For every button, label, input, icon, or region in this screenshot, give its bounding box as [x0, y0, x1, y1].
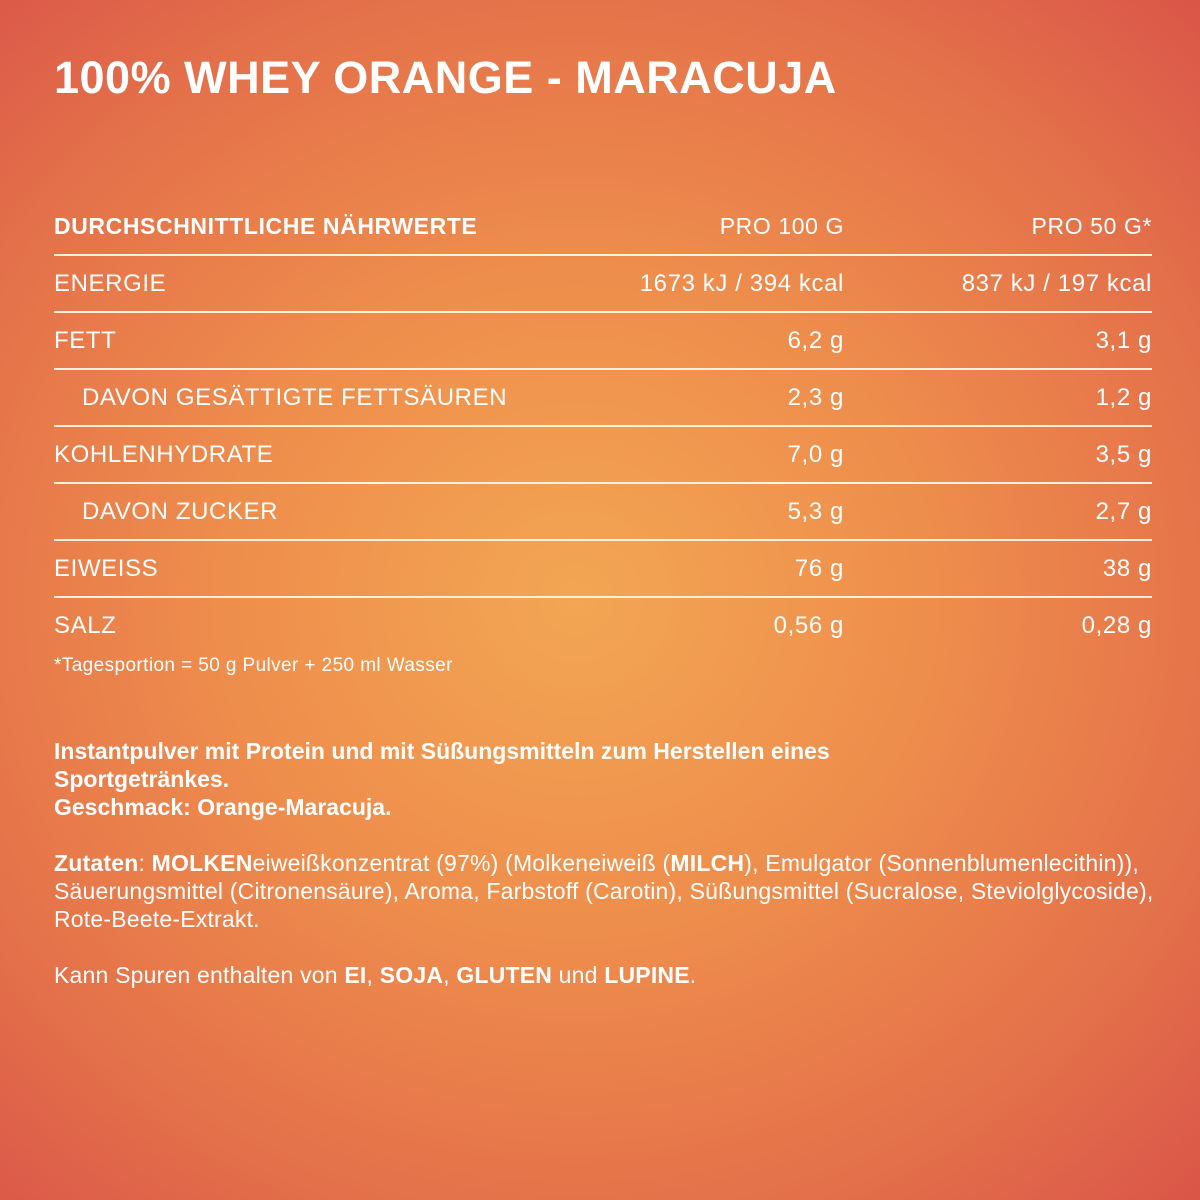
- ingredients-text: ), Emulgator (Sonnenblumenlecithin)), Sä…: [54, 850, 1154, 932]
- table-row-energy: ENERGIE 1673 kJ / 394 kcal 837 kJ / 197 …: [54, 256, 1152, 313]
- allergen-whey: MOLKEN: [151, 850, 253, 876]
- allergen-egg: EI: [344, 962, 367, 988]
- allergen-traces: Kann Spuren enthalten von EI, SOJA, GLUT…: [54, 961, 696, 989]
- allergen-soy: SOJA: [379, 962, 444, 988]
- table-row-fat: FETT 6,2 g 3,1 g: [54, 313, 1152, 370]
- traces-text: Kann Spuren enthalten von: [54, 962, 345, 988]
- value-per-100g: 6,2 g: [787, 326, 844, 354]
- value-per-100g: 2,3 g: [787, 383, 844, 411]
- value-per-50g: 1,2 g: [1095, 383, 1152, 411]
- product-description: Instantpulver mit Protein und mit Süßung…: [54, 737, 1154, 821]
- separator: und: [552, 962, 605, 988]
- allergen-gluten: GLUTEN: [456, 962, 553, 988]
- separator: ,: [366, 962, 380, 988]
- nutrient-label: ENERGIE: [54, 269, 167, 297]
- value-per-100g: 1673 kJ / 394 kcal: [639, 269, 844, 297]
- description-line: Instantpulver mit Protein und mit Süßung…: [54, 738, 830, 764]
- separator: ,: [443, 962, 457, 988]
- table-row-carbohydrates: KOHLENHYDRATE 7,0 g 3,5 g: [54, 427, 1152, 484]
- value-per-100g: 76 g: [794, 554, 844, 582]
- nutrition-table: DURCHSCHNITTLICHE NÄHRWERTE PRO 100 G PR…: [54, 199, 1152, 653]
- table-row-saturated-fat: DAVON GESÄTTIGTE FETTSÄUREN 2,3 g 1,2 g: [54, 370, 1152, 427]
- table-row-salt: SALZ 0,56 g 0,28 g: [54, 598, 1152, 653]
- header-per-50g: PRO 50 G*: [1031, 213, 1152, 239]
- value-per-100g: 5,3 g: [787, 497, 844, 525]
- allergen-milk: MILCH: [670, 850, 745, 876]
- value-per-50g: 3,5 g: [1095, 440, 1152, 468]
- table-header-row: DURCHSCHNITTLICHE NÄHRWERTE PRO 100 G PR…: [54, 199, 1152, 256]
- value-per-100g: 0,56 g: [773, 611, 844, 639]
- value-per-100g: 7,0 g: [787, 440, 844, 468]
- value-per-50g: 837 kJ / 197 kcal: [961, 269, 1152, 297]
- header-nutrient-label: DURCHSCHNITTLICHE NÄHRWERTE: [54, 213, 478, 239]
- ingredients-list: Zutaten: MOLKENeiweißkonzentrat (97%) (M…: [54, 849, 1164, 933]
- nutrient-label: SALZ: [54, 611, 117, 639]
- table-row-protein: EIWEISS 76 g 38 g: [54, 541, 1152, 598]
- traces-end: .: [689, 962, 697, 988]
- nutrient-label: FETT: [54, 326, 117, 354]
- nutrient-label: DAVON ZUCKER: [82, 497, 279, 525]
- description-line: Sportgetränkes.: [54, 766, 230, 792]
- value-per-50g: 3,1 g: [1095, 326, 1152, 354]
- product-title: 100% WHEY ORANGE - MARACUJA: [54, 52, 837, 103]
- nutrient-label: KOHLENHYDRATE: [54, 440, 274, 468]
- table-row-sugar: DAVON ZUCKER 5,3 g 2,7 g: [54, 484, 1152, 541]
- value-per-50g: 2,7 g: [1095, 497, 1152, 525]
- serving-footnote: *Tagesportion = 50 g Pulver + 250 ml Was…: [54, 655, 453, 676]
- ingredients-text: eiweißkonzentrat (97%) (Molkeneiweiß (: [252, 850, 671, 876]
- header-per-100g: PRO 100 G: [719, 213, 844, 239]
- nutrient-label: EIWEISS: [54, 554, 159, 582]
- ingredients-colon: :: [138, 850, 152, 876]
- value-per-50g: 0,28 g: [1081, 611, 1152, 639]
- value-per-50g: 38 g: [1102, 554, 1152, 582]
- ingredients-label: Zutaten: [54, 850, 139, 876]
- flavor-line: Geschmack: Orange-Maracuja.: [54, 794, 392, 820]
- nutrient-label: DAVON GESÄTTIGTE FETTSÄUREN: [82, 383, 508, 411]
- allergen-lupine: LUPINE: [604, 962, 690, 988]
